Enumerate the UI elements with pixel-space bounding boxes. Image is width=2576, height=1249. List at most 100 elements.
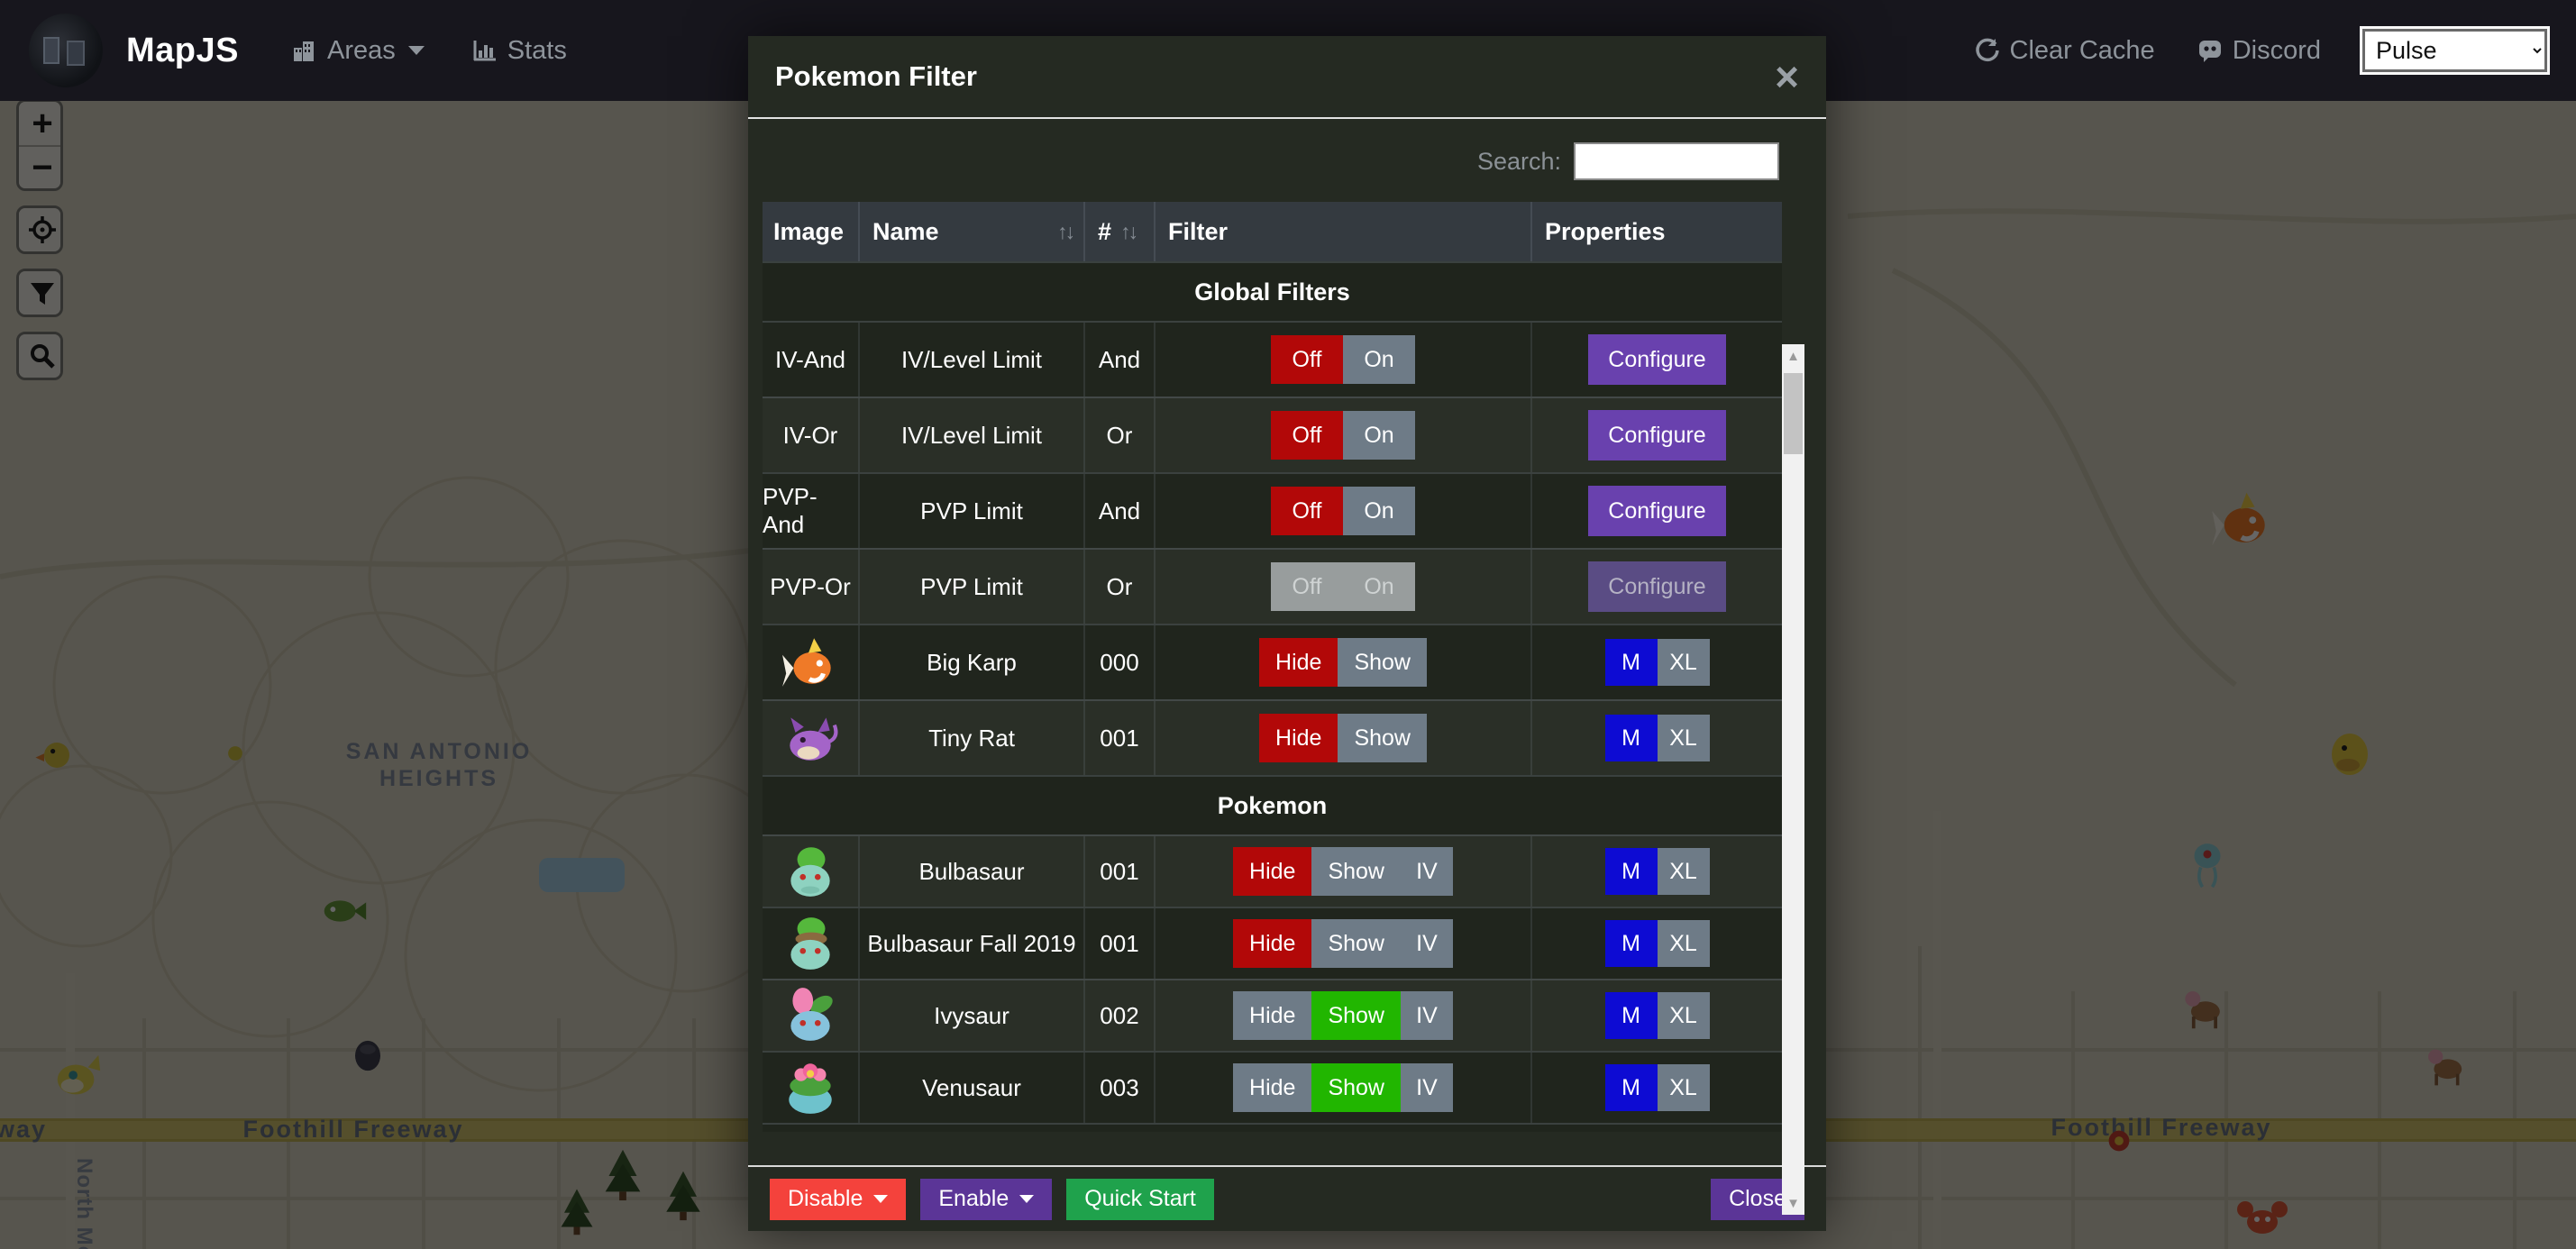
size-xl-button[interactable]: XL — [1657, 1064, 1710, 1111]
filter-show-button[interactable]: Show — [1311, 919, 1401, 968]
brand-title[interactable]: MapJS — [126, 31, 239, 69]
disable-dropdown-button[interactable]: Disable — [770, 1178, 907, 1220]
size-m-button[interactable]: M — [1604, 848, 1658, 895]
size-m-button[interactable]: M — [1604, 715, 1658, 761]
row-filter-cell: Off On — [1154, 550, 1530, 624]
filter-on-button[interactable]: On — [1343, 335, 1415, 384]
row-number: And — [1083, 474, 1154, 548]
row-properties-cell: M XL — [1530, 836, 1782, 907]
row-name: Big Karp — [858, 625, 1083, 699]
row-name: IV/Level Limit — [858, 398, 1083, 472]
scrollbar-down-arrow[interactable]: ▼ — [1786, 1195, 1800, 1211]
discord-link[interactable]: Discord — [2197, 36, 2321, 66]
filter-iv-button[interactable]: IV — [1400, 1063, 1453, 1112]
filter-off-button[interactable]: Off — [1271, 487, 1343, 535]
scrollbar-thumb[interactable] — [1784, 373, 1803, 454]
filter-hide-button[interactable]: Hide — [1233, 1063, 1312, 1112]
sort-icon[interactable]: ↑↓ — [1120, 219, 1138, 243]
row-properties-cell: M XL — [1530, 908, 1782, 979]
row-number: 003 — [1083, 1053, 1154, 1123]
size-xl-button[interactable]: XL — [1657, 992, 1710, 1039]
column-header-image: Image — [773, 217, 845, 245]
close-icon[interactable]: × — [1775, 53, 1799, 100]
table-row: Ivysaur 002 Hide Show IV M XL — [763, 979, 1782, 1051]
configure-button[interactable]: Configure — [1588, 486, 1726, 536]
filter-iv-button[interactable]: IV — [1400, 919, 1453, 968]
scrollbar-up-arrow[interactable]: ▲ — [1786, 348, 1800, 364]
row-filter-cell: Hide Show IV — [1154, 836, 1530, 907]
filter-show-button[interactable]: Show — [1338, 714, 1427, 762]
column-header-properties: Properties — [1530, 202, 1782, 261]
row-properties-cell: Configure — [1530, 474, 1782, 548]
filter-off-button[interactable]: Off — [1271, 562, 1343, 611]
filter-iv-button[interactable]: IV — [1400, 847, 1453, 896]
filter-hide-button[interactable]: Hide — [1233, 919, 1312, 968]
filter-hide-button[interactable]: Hide — [1233, 847, 1312, 896]
filter-off-button[interactable]: Off — [1271, 335, 1343, 384]
row-name: Bulbasaur — [858, 836, 1083, 907]
filter-hide-button[interactable]: Hide — [1259, 638, 1338, 687]
device-select[interactable]: Pulse — [2362, 29, 2547, 72]
table-section-header: Global Filters — [763, 261, 1782, 321]
filter-show-button[interactable]: Show — [1338, 638, 1427, 687]
clear-cache-button[interactable]: Clear Cache — [1974, 36, 2155, 66]
search-input[interactable] — [1574, 142, 1779, 180]
size-xl-button[interactable]: XL — [1657, 920, 1710, 967]
row-filter-cell: Hide Show IV — [1154, 980, 1530, 1051]
row-filter-cell: Off On — [1154, 323, 1530, 397]
row-filter-cell: Off On — [1154, 474, 1530, 548]
size-xl-button[interactable]: XL — [1657, 639, 1710, 686]
filter-show-button[interactable]: Show — [1311, 847, 1401, 896]
size-xl-button[interactable]: XL — [1657, 715, 1710, 761]
chevron-down-icon — [1019, 1195, 1035, 1203]
row-properties-cell: M XL — [1530, 1053, 1782, 1123]
enable-dropdown-button[interactable]: Enable — [920, 1178, 1053, 1220]
row-name: Bulbasaur Fall 2019 — [858, 908, 1083, 979]
table-row: PVP-Or PVP Limit Or Off On Configure — [763, 548, 1782, 624]
column-header-number[interactable]: # ↑↓ — [1083, 202, 1154, 261]
sort-icon[interactable]: ↑↓ — [1057, 219, 1075, 243]
filter-show-button[interactable]: Show — [1311, 991, 1401, 1040]
filter-hide-button[interactable]: Hide — [1233, 991, 1312, 1040]
partial-next-row — [763, 1123, 1782, 1132]
section-label: Pokemon — [1217, 791, 1328, 819]
configure-button[interactable]: Configure — [1588, 561, 1726, 612]
modal-header: Pokemon Filter × — [748, 36, 1826, 119]
quick-start-button[interactable]: Quick Start — [1066, 1178, 1214, 1220]
brand-logo[interactable] — [29, 14, 103, 87]
table-row: PVP-And PVP Limit And Off On Configure — [763, 472, 1782, 548]
row-properties-cell: M XL — [1530, 625, 1782, 699]
filter-on-button[interactable]: On — [1343, 487, 1415, 535]
size-m-button[interactable]: M — [1604, 1064, 1658, 1111]
size-m-button[interactable]: M — [1604, 992, 1658, 1039]
configure-button[interactable]: Configure — [1588, 334, 1726, 385]
table-row: Bulbasaur Fall 2019 001 Hide Show IV M XL — [763, 907, 1782, 979]
size-m-button[interactable]: M — [1604, 639, 1658, 686]
nav-item-stats[interactable]: Stats — [471, 36, 567, 66]
filter-hide-button[interactable]: Hide — [1259, 714, 1338, 762]
section-label: Global Filters — [1194, 278, 1350, 305]
venusaur-sprite-image — [763, 1053, 858, 1123]
discord-label: Discord — [2232, 35, 2321, 65]
filter-on-button[interactable]: On — [1343, 562, 1415, 611]
table-scrollbar[interactable]: ▲ ▼ — [1782, 344, 1804, 1215]
row-id-label: PVP-And — [763, 483, 818, 538]
row-number: 001 — [1083, 908, 1154, 979]
row-properties-cell: Configure — [1530, 550, 1782, 624]
table-row: Venusaur 003 Hide Show IV M XL — [763, 1051, 1782, 1123]
configure-button[interactable]: Configure — [1588, 410, 1726, 460]
size-m-button[interactable]: M — [1604, 920, 1658, 967]
filter-show-button[interactable]: Show — [1311, 1063, 1401, 1112]
size-xl-button[interactable]: XL — [1657, 848, 1710, 895]
column-header-name[interactable]: Name ↑↓ — [858, 202, 1083, 261]
filter-iv-button[interactable]: IV — [1400, 991, 1453, 1040]
row-filter-cell: Off On — [1154, 398, 1530, 472]
bulbasaur_fall-sprite-image — [763, 908, 858, 979]
row-name: IV/Level Limit — [858, 323, 1083, 397]
row-number: 001 — [1083, 836, 1154, 907]
filter-off-button[interactable]: Off — [1271, 411, 1343, 460]
pokemon-filter-modal: Pokemon Filter × Search: Image Name ↑↓ #… — [748, 36, 1826, 1231]
filter-on-button[interactable]: On — [1343, 411, 1415, 460]
nav-item-areas[interactable]: Areas — [291, 36, 425, 66]
row-filter-cell: Hide Show IV — [1154, 908, 1530, 979]
